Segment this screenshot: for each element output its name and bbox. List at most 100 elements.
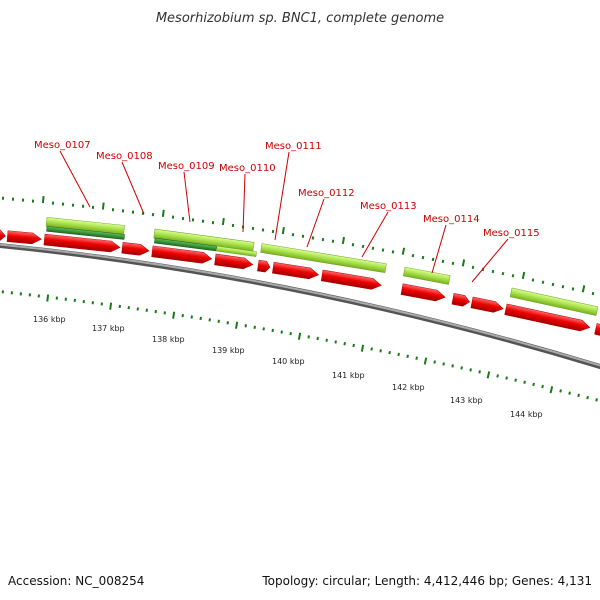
cds-arrow[interactable] <box>214 253 254 270</box>
kbp-label-142: 142 kbp <box>392 383 425 392</box>
gene-label-meso-0115[interactable]: Meso_0115 <box>483 228 540 239</box>
minor-tick <box>351 243 355 247</box>
cds-arrow-shape <box>151 245 213 264</box>
cds-arrow[interactable] <box>470 296 505 314</box>
minor-tick <box>231 223 235 228</box>
major-tick <box>521 271 526 280</box>
major-tick <box>341 236 345 245</box>
cds-arrow[interactable] <box>121 241 150 256</box>
minor-tick <box>51 201 55 205</box>
kbp-minor-tick <box>55 296 58 300</box>
kbp-minor-tick <box>532 382 535 387</box>
cds-arrow[interactable] <box>504 303 591 333</box>
major-tick <box>401 247 406 255</box>
leader-line-meso-0108 <box>121 161 145 215</box>
kbp-minor-tick <box>280 330 283 334</box>
cds-arrow-shape <box>594 323 600 336</box>
kbp-label-137: 137 kbp <box>92 324 125 333</box>
kbp-minor-tick <box>271 328 274 333</box>
minor-tick <box>251 226 255 231</box>
cds-arrow-shape <box>451 293 470 307</box>
minor-tick <box>471 265 475 270</box>
minor-tick <box>361 244 365 249</box>
kbp-minor-tick <box>442 362 445 366</box>
gene-label-meso-0114[interactable]: Meso_0114 <box>423 214 480 225</box>
gene-feature-meso-0114[interactable] <box>403 266 451 285</box>
gene-label-meso-0109[interactable]: Meso_0109 <box>158 161 215 172</box>
minor-tick <box>1 196 5 200</box>
cds-arrow[interactable] <box>451 293 471 307</box>
cds-arrow[interactable] <box>257 259 271 273</box>
kbp-minor-tick <box>586 395 589 400</box>
kbp-minor-tick <box>433 360 436 364</box>
kbp-minor-tick <box>154 309 157 314</box>
kbp-minor-tick <box>496 374 499 378</box>
kbp-minor-tick <box>397 352 400 357</box>
kbp-minor-tick <box>262 327 265 331</box>
minor-tick <box>31 199 35 203</box>
gene-label-meso-0111[interactable]: Meso_0111 <box>265 141 322 152</box>
minor-tick <box>11 197 15 201</box>
outer-tick-track <box>1 196 595 296</box>
kbp-minor-tick <box>559 389 562 393</box>
minor-tick <box>121 209 125 213</box>
minor-tick <box>171 215 175 219</box>
kbp-major-tick <box>423 357 428 365</box>
cds-arrow[interactable] <box>151 245 213 265</box>
gene-label-meso-0113[interactable]: Meso_0113 <box>360 201 417 212</box>
kbp-labels: 136 kbp 137 kbp 138 kbp 139 kbp 140 kbp … <box>33 315 543 419</box>
kbp-minor-tick <box>514 378 517 382</box>
minor-tick <box>371 246 375 250</box>
kbp-minor-tick <box>469 368 472 372</box>
kbp-minor-tick <box>73 298 76 303</box>
cds-arrow-shape <box>320 269 382 290</box>
gene-feature-meso-0109-overlay[interactable] <box>154 237 217 252</box>
minor-tick <box>561 285 565 289</box>
genome-backbone-highlight <box>0 243 600 367</box>
cds-arrow[interactable] <box>0 228 6 242</box>
kbp-minor-tick <box>19 292 22 296</box>
minor-tick <box>571 287 575 291</box>
kbp-minor-tick <box>406 354 409 358</box>
cds-arrow[interactable] <box>43 233 121 253</box>
cds-arrow[interactable] <box>320 269 382 291</box>
gene-feature-meso-0110[interactable] <box>216 245 257 257</box>
kbp-major-tick <box>46 294 50 302</box>
minor-tick <box>551 282 555 287</box>
leader-line-meso-0112 <box>306 198 325 248</box>
gene-label-meso-0110[interactable]: Meso_0110 <box>219 163 276 174</box>
minor-tick <box>411 253 415 258</box>
cds-arrow[interactable] <box>272 262 320 280</box>
kbp-minor-tick <box>91 301 94 305</box>
gene-feature-meso-0111[interactable] <box>260 243 387 273</box>
cds-arrow[interactable] <box>6 230 42 245</box>
minor-tick <box>211 220 215 225</box>
cds-arrow[interactable] <box>400 283 446 303</box>
minor-tick <box>381 248 385 252</box>
gene-label-meso-0108[interactable]: Meso_0108 <box>96 151 153 162</box>
feature-block <box>403 266 451 285</box>
kbp-minor-tick <box>451 364 454 368</box>
gene-feature-meso-0107-overlay[interactable] <box>46 225 125 240</box>
kbp-minor-tick <box>217 319 220 323</box>
minor-tick <box>451 261 455 266</box>
minor-tick <box>61 202 65 206</box>
kbp-tick-track <box>1 290 598 402</box>
leader-line-meso-0114 <box>431 224 447 274</box>
gene-label-meso-0112[interactable]: Meso_0112 <box>298 188 355 199</box>
kbp-minor-tick <box>181 313 184 318</box>
kbp-minor-tick <box>289 331 292 336</box>
kbp-minor-tick <box>118 304 121 309</box>
kbp-minor-tick <box>316 336 319 341</box>
genome-summary-text: Topology: circular; Length: 4,412,446 bp… <box>261 574 592 588</box>
minor-tick <box>291 233 295 237</box>
kbp-minor-tick <box>334 340 337 344</box>
kbp-minor-tick <box>478 370 481 374</box>
kbp-minor-tick <box>505 376 508 380</box>
cds-arrow[interactable] <box>594 323 600 337</box>
minor-tick <box>321 237 325 242</box>
kbp-label-141: 141 kbp <box>332 371 365 380</box>
minor-tick <box>21 198 25 202</box>
gene-feature-meso-0115[interactable] <box>509 287 599 316</box>
gene-label-meso-0107[interactable]: Meso_0107 <box>34 140 91 151</box>
